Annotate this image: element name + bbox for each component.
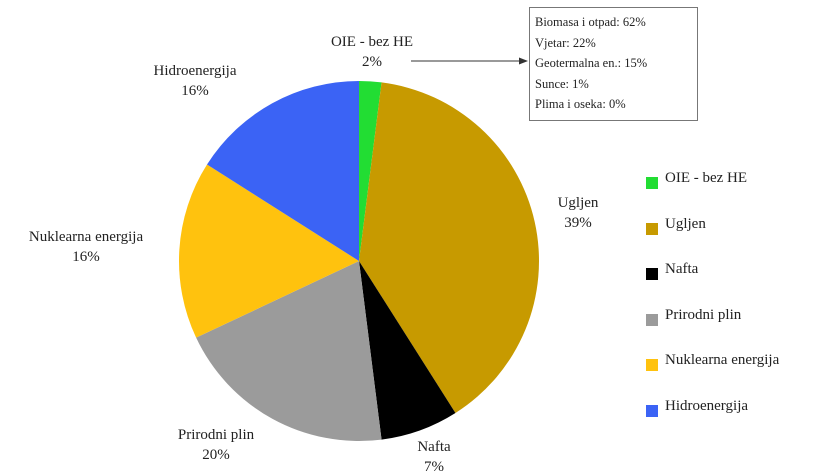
legend-swatch-3 <box>646 313 658 326</box>
legend-swatch-4 <box>646 359 658 372</box>
pie-slice-4 <box>178 164 359 338</box>
slice-category-label-3: Prirodni plin <box>178 427 255 443</box>
breakdown-item-solar: Sunce: 1% <box>535 76 589 91</box>
slice-category-label-4: Nuklearna energija <box>29 229 144 245</box>
legend-swatch-2 <box>646 268 658 281</box>
slice-value-label-1: 39% <box>564 215 592 231</box>
pie-slice-3 <box>196 261 382 441</box>
renewables-breakdown-box: Biomasa i otpad: 62% Vjetar: 22% Geoterm… <box>529 7 698 121</box>
slice-category-label-5: Hidroenergija <box>153 63 236 79</box>
breakdown-item-biomass: Biomasa i otpad: 62% <box>535 15 646 29</box>
legend-label-2: Nafta <box>665 261 699 278</box>
legend-swatch-1 <box>646 222 658 235</box>
slice-value-label-3: 20% <box>202 447 230 463</box>
slice-category-label-0: OIE - bez HE <box>331 34 413 50</box>
slice-category-label-1: Ugljen <box>558 195 599 211</box>
pie-slice-1 <box>359 82 540 413</box>
pie-slice-5 <box>207 81 359 261</box>
legend-label-5: Hidroenergija <box>665 397 749 414</box>
breakdown-item-geothermal: Geotermalna en.: 15% <box>535 56 648 70</box>
pie-slices <box>178 81 540 441</box>
slice-value-label-4: 16% <box>72 249 100 265</box>
legend-swatch-0 <box>646 177 658 189</box>
breakdown-item-tidal: Plima i oseka: 0% <box>535 97 626 111</box>
legend-label-1: Ugljen <box>665 215 706 232</box>
breakdown-item-wind: Vjetar: 22% <box>535 35 596 50</box>
slice-value-label-2: 7% <box>424 459 444 474</box>
legend-label-0: OIE - bez HE <box>665 170 748 186</box>
pie-slice-0 <box>359 81 382 261</box>
pie-slice-2 <box>359 261 456 440</box>
slice-value-label-5: 16% <box>181 83 209 99</box>
legend-swatch-5 <box>646 404 658 417</box>
slice-category-label-2: Nafta <box>417 439 451 455</box>
slice-labels: OIE - bez HE 2% Ugljen 39% Nafta 7% Prirodni p… <box>29 34 599 474</box>
slice-value-label-0: 2% <box>362 54 382 70</box>
legend-label-4: Nuklearna energija <box>665 352 780 369</box>
legend-label-3: Prirodni plin <box>665 306 742 323</box>
breakdown-arrow <box>411 57 528 65</box>
